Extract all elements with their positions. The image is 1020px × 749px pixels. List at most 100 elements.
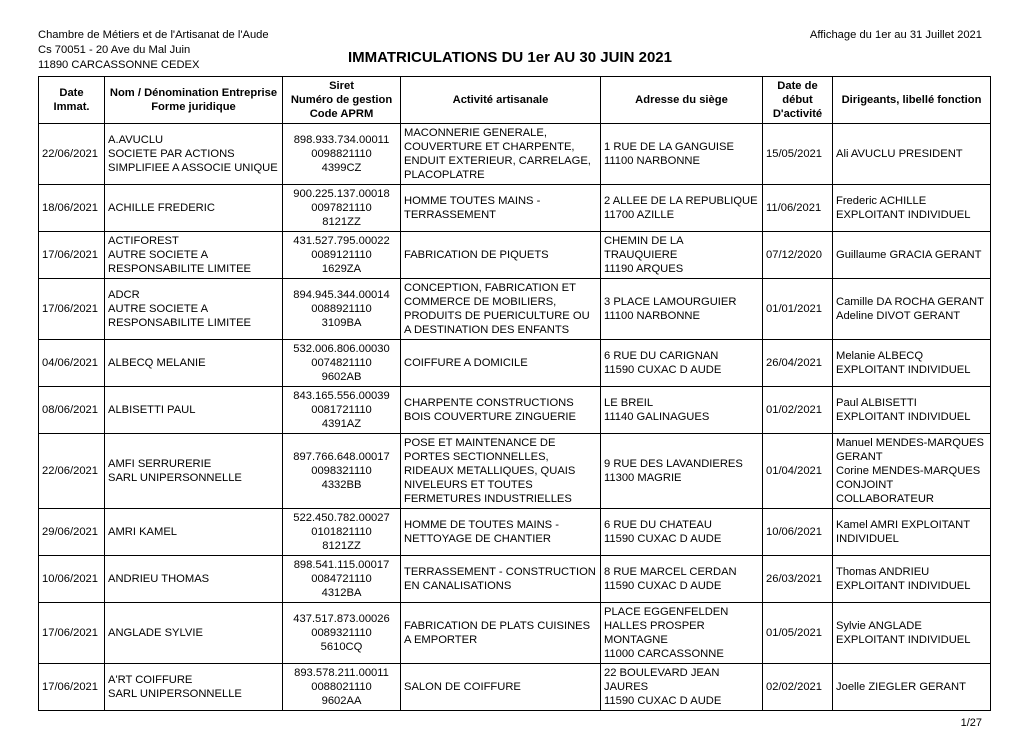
cell-activite: COIFFURE A DOMICILE [401, 340, 601, 387]
org-line-3: 11890 CARCASSONNE CEDEX [38, 58, 269, 73]
cell-dirigeants: Frederic ACHILLE EXPLOITANT INDIVIDUEL [833, 185, 991, 232]
cell-siret: 522.450.782.00027 0101821110 8121ZZ [283, 509, 401, 556]
cell-dirigeants: Manuel MENDES-MARQUES GERANT Corine MEND… [833, 434, 991, 509]
cell-date: 10/06/2021 [39, 556, 105, 603]
cell-siret: 900.225.137.00018 0097821110 8121ZZ [283, 185, 401, 232]
cell-activite: HOMME TOUTES MAINS - TERRASSEMENT [401, 185, 601, 232]
cell-activite: FABRICATION DE PIQUETS [401, 232, 601, 279]
cell-nom: ACTIFOREST AUTRE SOCIETE A RESPONSABILIT… [105, 232, 283, 279]
cell-dirigeants: Kamel AMRI EXPLOITANT INDIVIDUEL [833, 509, 991, 556]
header-right: Affichage du 1er au 31 Juillet 2021 [810, 28, 982, 43]
cell-debut: 15/05/2021 [763, 124, 833, 185]
cell-debut: 11/06/2021 [763, 185, 833, 232]
cell-debut: 01/05/2021 [763, 603, 833, 664]
cell-activite: MACONNERIE GENERALE, COUVERTURE ET CHARP… [401, 124, 601, 185]
cell-date: 22/06/2021 [39, 434, 105, 509]
cell-adresse: 6 RUE DU CARIGNAN 11590 CUXAC D AUDE [601, 340, 763, 387]
cell-debut: 01/02/2021 [763, 387, 833, 434]
cell-dirigeants: Melanie ALBECQ EXPLOITANT INDIVIDUEL [833, 340, 991, 387]
cell-activite: SALON DE COIFFURE [401, 664, 601, 711]
cell-nom: AMFI SERRURERIE SARL UNIPERSONNELLE [105, 434, 283, 509]
th-activite: Activité artisanale [401, 77, 601, 124]
cell-debut: 10/06/2021 [763, 509, 833, 556]
cell-adresse: 3 PLACE LAMOURGUIER 11100 NARBONNE [601, 279, 763, 340]
table-row: 17/06/2021A'RT COIFFURE SARL UNIPERSONNE… [39, 664, 991, 711]
th-debut-c: D'activité [766, 107, 829, 121]
th-date: Date Immat. [39, 77, 105, 124]
th-dirigeants: Dirigeants, libellé fonction [833, 77, 991, 124]
table-head: Date Immat. Nom / Dénomination Entrepris… [39, 77, 991, 124]
cell-debut: 02/02/2021 [763, 664, 833, 711]
cell-adresse: PLACE EGGENFELDEN HALLES PROSPER MONTAGN… [601, 603, 763, 664]
cell-adresse: LE BREIL 11140 GALINAGUES [601, 387, 763, 434]
cell-dirigeants: Sylvie ANGLADE EXPLOITANT INDIVIDUEL [833, 603, 991, 664]
cell-nom: ANGLADE SYLVIE [105, 603, 283, 664]
table-row: 17/06/2021ACTIFOREST AUTRE SOCIETE A RES… [39, 232, 991, 279]
th-nom: Nom / Dénomination Entreprise Forme juri… [105, 77, 283, 124]
cell-siret: 897.766.648.00017 0098321110 4332BB [283, 434, 401, 509]
cell-date: 17/06/2021 [39, 279, 105, 340]
cell-siret: 532.006.806.00030 0074821110 9602AB [283, 340, 401, 387]
cell-nom: ALBISETTI PAUL [105, 387, 283, 434]
cell-nom: A.AVUCLU SOCIETE PAR ACTIONS SIMPLIFIEE … [105, 124, 283, 185]
cell-debut: 01/04/2021 [763, 434, 833, 509]
cell-debut: 07/12/2020 [763, 232, 833, 279]
registrations-table: Date Immat. Nom / Dénomination Entrepris… [38, 76, 991, 711]
page-number: 1/27 [38, 717, 982, 729]
th-siret: Siret Numéro de gestion Code APRM [283, 77, 401, 124]
cell-dirigeants: Camille DA ROCHA GERANT Adeline DIVOT GE… [833, 279, 991, 340]
cell-siret: 893.578.211.00011 0088021110 9602AA [283, 664, 401, 711]
cell-activite: HOMME DE TOUTES MAINS - NETTOYAGE DE CHA… [401, 509, 601, 556]
cell-date: 08/06/2021 [39, 387, 105, 434]
cell-nom: ANDRIEU THOMAS [105, 556, 283, 603]
cell-date: 04/06/2021 [39, 340, 105, 387]
cell-adresse: 2 ALLEE DE LA REPUBLIQUE 11700 AZILLE [601, 185, 763, 232]
table-row: 17/06/2021ANGLADE SYLVIE437.517.873.0002… [39, 603, 991, 664]
cell-dirigeants: Thomas ANDRIEU EXPLOITANT INDIVIDUEL [833, 556, 991, 603]
cell-date: 22/06/2021 [39, 124, 105, 185]
th-siret-c: Code APRM [286, 107, 397, 121]
cell-siret: 898.933.734.00011 0098821110 4399CZ [283, 124, 401, 185]
cell-activite: FABRICATION DE PLATS CUISINES A EMPORTER [401, 603, 601, 664]
cell-siret: 437.517.873.00026 0089321110 5610CQ [283, 603, 401, 664]
cell-date: 18/06/2021 [39, 185, 105, 232]
cell-adresse: 8 RUE MARCEL CERDAN 11590 CUXAC D AUDE [601, 556, 763, 603]
cell-dirigeants: Ali AVUCLU PRESIDENT [833, 124, 991, 185]
th-nom-a: Nom / Dénomination Entreprise [108, 86, 279, 100]
cell-debut: 01/01/2021 [763, 279, 833, 340]
table-row: 22/06/2021A.AVUCLU SOCIETE PAR ACTIONS S… [39, 124, 991, 185]
cell-activite: CONCEPTION, FABRICATION ET COMMERCE DE M… [401, 279, 601, 340]
th-siret-a: Siret [286, 79, 397, 93]
th-debut-b: début [766, 93, 829, 107]
cell-dirigeants: Paul ALBISETTI EXPLOITANT INDIVIDUEL [833, 387, 991, 434]
cell-date: 29/06/2021 [39, 509, 105, 556]
cell-siret: 894.945.344.00014 0088921110 3109BA [283, 279, 401, 340]
table-row: 18/06/2021ACHILLE FREDERIC900.225.137.00… [39, 185, 991, 232]
th-nom-b: Forme juridique [108, 100, 279, 114]
th-siret-b: Numéro de gestion [286, 93, 397, 107]
cell-adresse: 22 BOULEVARD JEAN JAURES 11590 CUXAC D A… [601, 664, 763, 711]
cell-adresse: 1 RUE DE LA GANGUISE 11100 NARBONNE [601, 124, 763, 185]
table-row: 17/06/2021ADCR AUTRE SOCIETE A RESPONSAB… [39, 279, 991, 340]
table-body: 22/06/2021A.AVUCLU SOCIETE PAR ACTIONS S… [39, 124, 991, 711]
table-row: 04/06/2021ALBECQ MELANIE532.006.806.0003… [39, 340, 991, 387]
cell-adresse: 9 RUE DES LAVANDIERES 11300 MAGRIE [601, 434, 763, 509]
table-row: 22/06/2021AMFI SERRURERIE SARL UNIPERSON… [39, 434, 991, 509]
cell-nom: ALBECQ MELANIE [105, 340, 283, 387]
cell-nom: A'RT COIFFURE SARL UNIPERSONNELLE [105, 664, 283, 711]
cell-date: 17/06/2021 [39, 232, 105, 279]
cell-dirigeants: Joelle ZIEGLER GERANT [833, 664, 991, 711]
cell-siret: 431.527.795.00022 0089121110 1629ZA [283, 232, 401, 279]
page-title: IMMATRICULATIONS DU 1er AU 30 JUIN 2021 [348, 49, 672, 66]
cell-activite: TERRASSEMENT - CONSTRUCTION EN CANALISAT… [401, 556, 601, 603]
cell-siret: 898.541.115.00017 0084721110 4312BA [283, 556, 401, 603]
cell-activite: POSE ET MAINTENANCE DE PORTES SECTIONNEL… [401, 434, 601, 509]
th-debut: Date de début D'activité [763, 77, 833, 124]
cell-adresse: CHEMIN DE LA TRAUQUIERE 11190 ARQUES [601, 232, 763, 279]
th-debut-a: Date de [766, 79, 829, 93]
header-left: Chambre de Métiers et de l'Artisanat de … [38, 28, 269, 73]
cell-date: 17/06/2021 [39, 664, 105, 711]
cell-adresse: 6 RUE DU CHATEAU 11590 CUXAC D AUDE [601, 509, 763, 556]
table-row: 08/06/2021ALBISETTI PAUL843.165.556.0003… [39, 387, 991, 434]
cell-nom: AMRI KAMEL [105, 509, 283, 556]
